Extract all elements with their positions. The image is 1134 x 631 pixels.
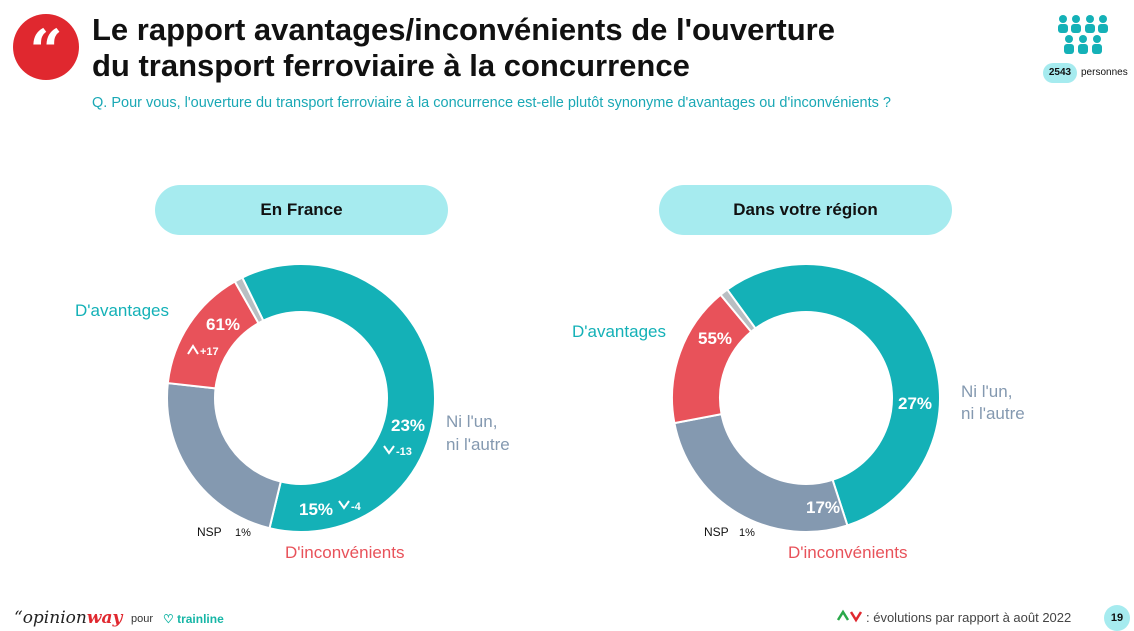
slice-avantages [240, 263, 436, 533]
category-label-avantages-france: D'avantages [75, 301, 169, 320]
logo-text-pre: “opinion [14, 608, 87, 628]
category-label-nsp-region: NSP [704, 525, 729, 539]
sample-unit: personnes [1081, 67, 1128, 78]
title-line-1: Le rapport avantages/inconvénients de l'… [92, 12, 835, 47]
arrow-up-icon [187, 344, 199, 355]
quote-badge: “ [13, 14, 79, 84]
chart-title-france: En France [155, 185, 448, 235]
donut-france: 61% +17 23% -13 15% -4 D'avantages Ni l'… [75, 263, 510, 562]
sample-size: 2543 personnes [1043, 63, 1128, 83]
value-label-ni-france: 23% [391, 416, 425, 435]
title-line-2: du transport ferroviaire à la concurrenc… [92, 48, 690, 83]
opinionway-logo: “opinionway [14, 608, 122, 628]
evolution-avantages-france: +17 [200, 346, 219, 358]
people-group-icon [1058, 15, 1108, 54]
donut-region: 55% 27% 17% D'avantages Ni l'un, ni l'au… [572, 263, 1025, 562]
value-label-ni-region: 27% [898, 394, 932, 413]
category-label-nsp-france: NSP [197, 525, 222, 539]
evolution-ni-france: -13 [396, 446, 412, 458]
slice-avantages [725, 263, 941, 527]
arrow-down-icon [849, 611, 863, 623]
evolution-inconvenients-france: -4 [351, 501, 362, 513]
evolution-note: : évolutions par rapport à août 2022 [866, 610, 1072, 625]
page-number: 19 [1104, 605, 1130, 631]
category-label-ni-line2-france: ni l'autre [446, 435, 510, 454]
category-label-ni-line1-france: Ni l'un, [446, 412, 497, 431]
slice-nsp [719, 288, 757, 334]
trainline-logo: ♡ trainline [163, 612, 224, 626]
value-label-inconvenients-region: 17% [806, 498, 840, 517]
arrow-down-icon [338, 500, 350, 510]
question-text: Q. Pour vous, l'ouverture du transport f… [92, 95, 891, 111]
category-label-inconvenients-region: D'inconvénients [788, 543, 907, 562]
category-label-ni-line1-region: Ni l'un, [961, 382, 1012, 401]
arrow-up-icon [836, 609, 850, 621]
chart-title-region: Dans votre région [659, 185, 952, 235]
quote-mark-icon: “ [29, 17, 63, 85]
slice-ni-un-ni-autre [166, 381, 282, 530]
value-label-avantages-region: 55% [698, 329, 732, 348]
evolution-legend-icon [836, 609, 863, 623]
slice-nsp [233, 276, 265, 325]
value-label-nsp-region: 1% [739, 527, 755, 539]
value-label-inconvenients-france: 15% [299, 500, 333, 519]
category-label-avantages-region: D'avantages [572, 322, 666, 341]
page-title: Le rapport avantages/inconvénients de l'… [92, 12, 992, 84]
arrow-down-icon [383, 445, 395, 455]
category-label-inconvenients-france: D'inconvénients [285, 543, 404, 562]
value-label-avantages-france: 61% [206, 315, 240, 334]
category-label-ni-line2-region: ni l'autre [961, 404, 1025, 423]
value-label-nsp-france: 1% [235, 527, 251, 539]
slice-ni-un-ni-autre [673, 412, 849, 533]
logo-text-post: way [86, 608, 123, 628]
sample-count: 2543 [1043, 63, 1077, 83]
footer-pour: pour [131, 613, 154, 625]
